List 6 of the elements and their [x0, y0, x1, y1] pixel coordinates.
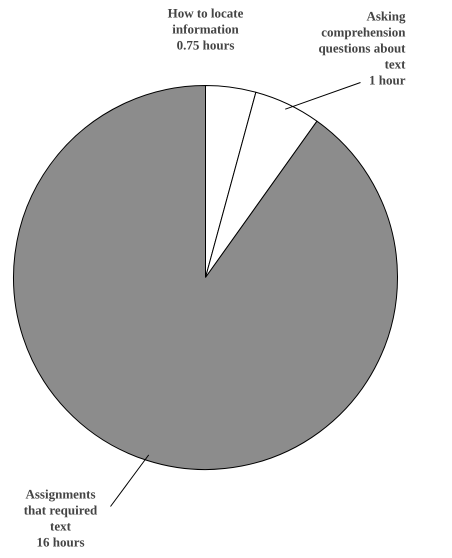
slice-label: Assignments that required text [24, 486, 98, 534]
data-label: 16 hours [36, 534, 85, 550]
data-label: 0.75 hours [176, 38, 234, 52]
slice-label: How to locate information [168, 6, 244, 36]
slice-label: Asking comprehension questions about text [318, 8, 406, 72]
data-label: 1 hour [369, 72, 406, 88]
